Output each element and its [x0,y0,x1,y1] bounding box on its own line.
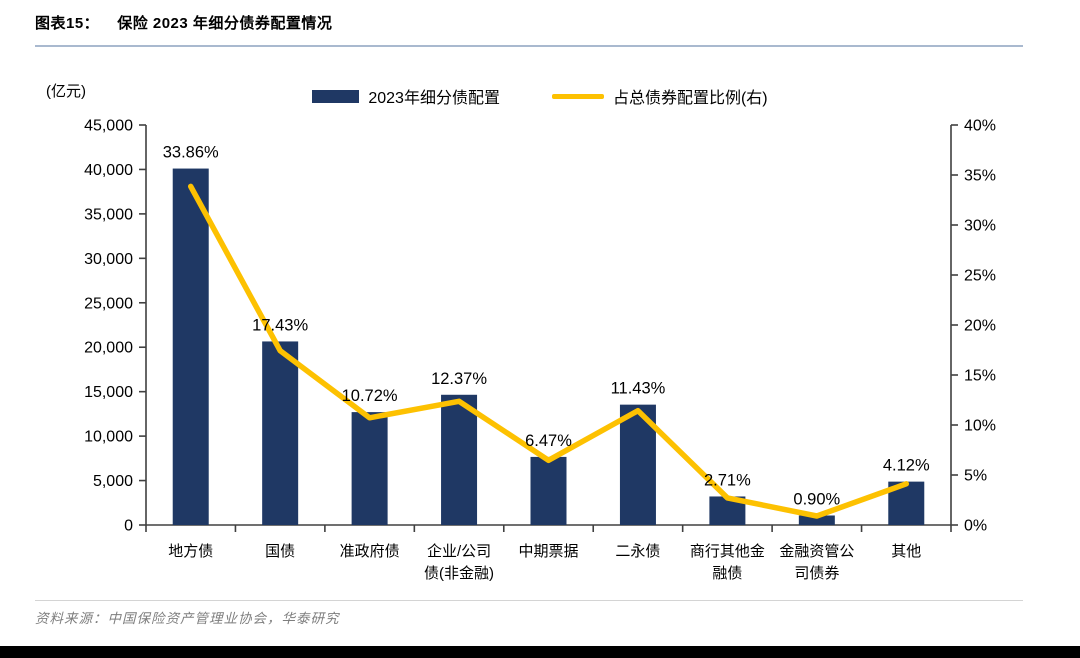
line-series-label: 占总债券配置比例(右) [612,90,768,107]
right-tick-label: 0% [964,518,987,535]
left-tick-label: 20,000 [84,340,133,357]
left-tick-label: 0 [124,518,133,535]
right-tick-label: 35% [964,168,996,185]
right-tick-label: 20% [964,318,996,335]
data-label: 6.47% [525,432,572,450]
x-tick-label: 二永债 [615,543,660,560]
left-tick-label: 40,000 [84,162,133,179]
left-tick-label: 5,000 [93,473,133,490]
source-divider [35,600,1023,601]
left-axis-unit-label: (亿元) [46,83,86,100]
source-text: 资料来源：中国保险资产管理业协会，华泰研究 [35,611,340,626]
trend-line [187,183,910,519]
line-series-swatch [551,93,604,99]
left-tick-label: 15,000 [84,384,133,401]
x-tick-label: 企业/公司债(非金融) [424,542,494,582]
line-series [187,183,910,519]
left-axis: 0 5,000 10,000 15,000 20,000 25,000 30,000 35,0… [84,118,147,535]
data-label: 2.71% [704,471,751,489]
x-axis [145,524,952,532]
data-label: 11.43% [611,380,666,398]
right-tick-label: 15% [964,368,996,385]
bar [262,341,299,525]
data-label: 33.86% [163,144,219,162]
bar [798,515,835,525]
figure-title-text: 保险 2023 年细分债券配置情况 [117,15,333,32]
right-axis: 0% 5% 10% 15% 20% 25% 30% 35% 40% [950,118,996,535]
footer-black-bar [0,646,1080,658]
x-tick-label: 其他 [891,543,921,560]
bar [351,412,388,525]
bar-series-label: 2023年细分债配置 [368,90,500,107]
title-divider [35,45,1023,47]
right-tick-label: 40% [964,118,996,135]
chart-legend: 2023年细分债配置 占总债券配置比例(右) [0,84,1080,108]
data-label: 17.43% [252,316,308,334]
legend-item-bar-series: 2023年细分债配置 [312,84,500,108]
bar-series-swatch [312,89,360,103]
right-tick-label: 25% [964,268,996,285]
x-tick-label: 金融资管公司债券 [779,543,854,582]
bars-group [172,168,925,526]
data-label: 0.90% [793,490,840,508]
data-label: 12.37% [431,370,487,388]
x-tick-label: 商行其他金融债 [690,543,765,582]
legend-item-line-series: 占总债券配置比例(右) [551,84,768,108]
left-tick-label: 35,000 [84,206,133,223]
x-tick-labels: 地方债 国债 准政府债 企业/公司债(非金融) 中期票据 二永债 商行其他金融债金融资管公司… [168,542,921,582]
bar [441,394,478,525]
x-tick-label: 地方债 [168,543,213,560]
right-tick-label: 10% [964,418,996,435]
x-tick-label: 国债 [265,543,295,560]
data-label: 10.72% [342,387,398,405]
data-labels: 33.86% 17.43% 10.72% 12.37% 6.47% 11.43% 2.71%… [163,144,930,509]
right-tick-label: 5% [964,468,987,485]
left-tick-label: 10,000 [84,429,133,446]
left-tick-label: 45,000 [84,118,133,135]
left-tick-label: 30,000 [84,251,133,268]
figure-title: 图表15： 保险 2023 年细分债券配置情况 [35,12,332,33]
x-tick-label: 中期票据 [518,543,578,560]
left-tick-label: 25,000 [84,295,133,312]
figure-number-label: 图表15： [35,15,100,32]
x-tick-label: 准政府债 [340,543,400,560]
bar [172,168,209,526]
bar [530,456,567,525]
right-tick-label: 30% [964,218,996,235]
data-label: 4.12% [883,457,930,475]
